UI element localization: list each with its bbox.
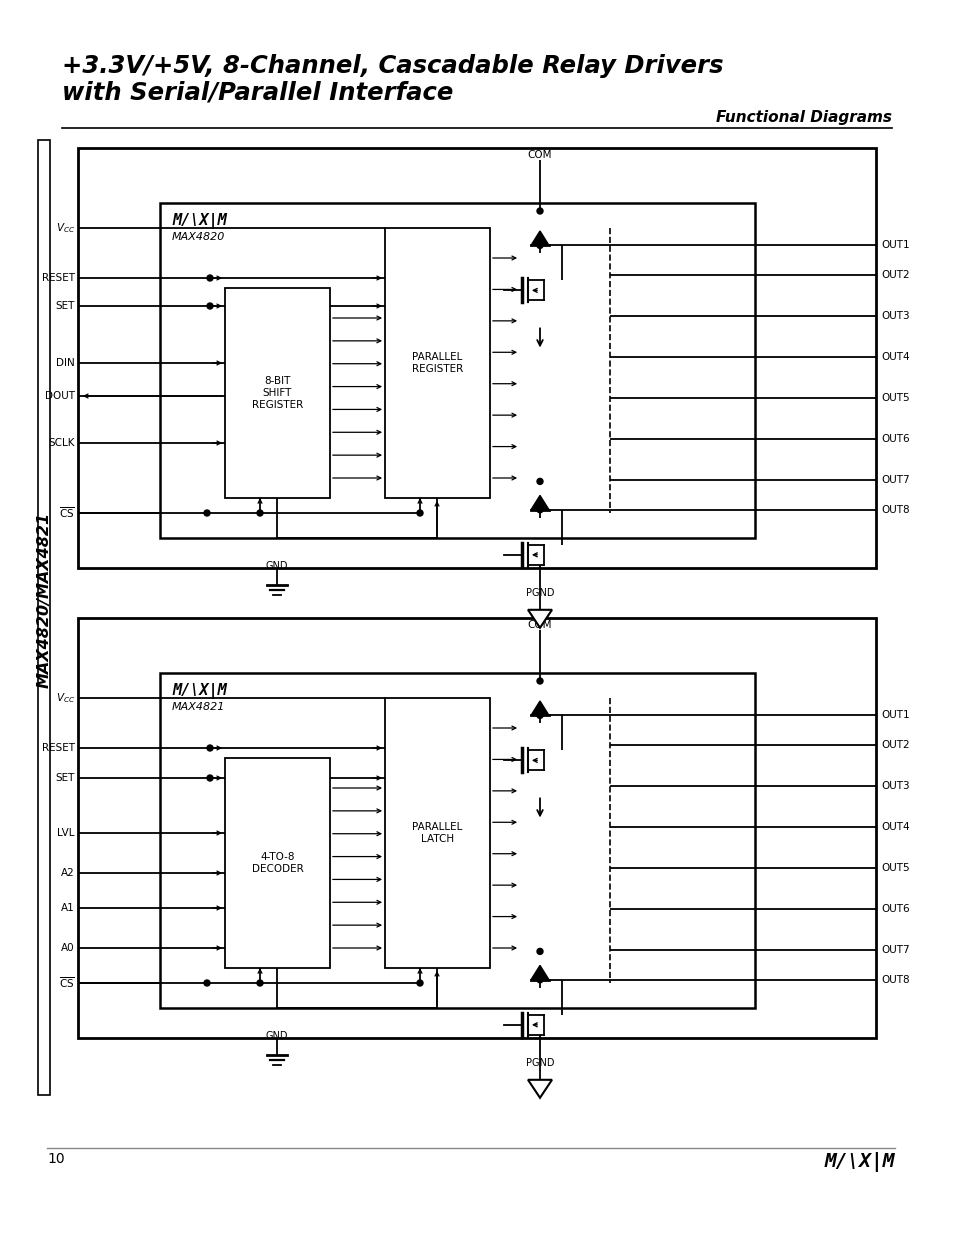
Bar: [78, 618, 875, 1037]
Circle shape: [207, 303, 213, 309]
Text: SCLK: SCLK: [49, 438, 75, 448]
Circle shape: [416, 510, 422, 516]
Circle shape: [204, 510, 210, 516]
Polygon shape: [531, 231, 548, 246]
Circle shape: [256, 981, 263, 986]
Text: OUT5: OUT5: [880, 863, 908, 873]
Circle shape: [537, 506, 542, 513]
Text: OUT6: OUT6: [880, 435, 908, 445]
Text: OUT8: OUT8: [880, 974, 908, 984]
Text: $\overline{\mathrm{CS}}$: $\overline{\mathrm{CS}}$: [59, 505, 75, 520]
Circle shape: [207, 275, 213, 282]
Text: LVL: LVL: [57, 827, 75, 839]
Polygon shape: [531, 701, 548, 715]
Text: MAX4820/MAX4821: MAX4820/MAX4821: [36, 513, 51, 688]
Text: Functional Diagrams: Functional Diagrams: [716, 110, 891, 125]
Circle shape: [256, 510, 263, 516]
Text: OUT4: OUT4: [880, 823, 908, 832]
Bar: [385, 228, 490, 498]
Text: PARALLEL
LATCH: PARALLEL LATCH: [412, 823, 462, 844]
Text: DOUT: DOUT: [45, 391, 75, 401]
Text: OUT7: OUT7: [880, 475, 908, 485]
Circle shape: [416, 981, 422, 986]
Bar: [78, 148, 875, 568]
Text: OUT6: OUT6: [880, 904, 908, 914]
Polygon shape: [527, 610, 552, 627]
Circle shape: [537, 207, 542, 214]
Bar: [160, 673, 754, 1008]
Bar: [38, 140, 50, 1095]
Text: OUT1: OUT1: [880, 241, 908, 251]
Text: RESET: RESET: [42, 743, 75, 753]
Bar: [225, 288, 330, 498]
Text: SET: SET: [55, 301, 75, 311]
Text: $V_{CC}$: $V_{CC}$: [55, 221, 75, 235]
Circle shape: [207, 776, 213, 781]
Text: MAX4821: MAX4821: [172, 701, 225, 713]
Polygon shape: [527, 1079, 552, 1098]
Text: COM: COM: [527, 620, 552, 630]
Circle shape: [537, 713, 542, 719]
Text: DIN: DIN: [56, 358, 75, 368]
Text: GND: GND: [266, 561, 288, 571]
Bar: [225, 758, 330, 968]
Text: PARALLEL
REGISTER: PARALLEL REGISTER: [412, 352, 462, 374]
Text: 4-TO-8
DECODER: 4-TO-8 DECODER: [252, 852, 303, 874]
Text: OUT4: OUT4: [880, 352, 908, 362]
Text: A0: A0: [61, 944, 75, 953]
Circle shape: [204, 981, 210, 986]
Polygon shape: [531, 966, 548, 979]
Text: OUT2: OUT2: [880, 741, 908, 751]
Polygon shape: [531, 495, 548, 510]
Text: COM: COM: [527, 149, 552, 161]
Text: MAX4820: MAX4820: [172, 232, 225, 242]
Text: M/\X|M: M/\X|M: [172, 212, 227, 228]
Text: SET: SET: [55, 773, 75, 783]
Text: PGND: PGND: [525, 588, 554, 598]
Bar: [385, 698, 490, 968]
Text: 10: 10: [47, 1152, 65, 1166]
Text: OUT3: OUT3: [880, 311, 908, 321]
Text: OUT2: OUT2: [880, 270, 908, 280]
Circle shape: [537, 977, 542, 983]
Text: with Serial/Parallel Interface: with Serial/Parallel Interface: [62, 82, 453, 105]
Text: M/\X|M: M/\X|M: [823, 1152, 894, 1172]
Circle shape: [537, 478, 542, 484]
Text: 8-BIT
SHIFT
REGISTER: 8-BIT SHIFT REGISTER: [252, 377, 303, 410]
Text: $\overline{\mathrm{CS}}$: $\overline{\mathrm{CS}}$: [59, 976, 75, 990]
Circle shape: [537, 948, 542, 955]
Text: OUT8: OUT8: [880, 505, 908, 515]
Text: +3.3V/+5V, 8-Channel, Cascadable Relay Drivers: +3.3V/+5V, 8-Channel, Cascadable Relay D…: [62, 54, 722, 78]
Text: OUT1: OUT1: [880, 710, 908, 720]
Text: M/\X|M: M/\X|M: [172, 683, 227, 699]
Circle shape: [537, 242, 542, 248]
Text: OUT5: OUT5: [880, 394, 908, 404]
Text: PGND: PGND: [525, 1058, 554, 1068]
Bar: [160, 203, 754, 538]
Text: OUT7: OUT7: [880, 946, 908, 956]
Circle shape: [537, 678, 542, 684]
Text: OUT3: OUT3: [880, 782, 908, 792]
Text: RESET: RESET: [42, 273, 75, 283]
Text: A2: A2: [61, 868, 75, 878]
Text: GND: GND: [266, 1031, 288, 1041]
Circle shape: [207, 745, 213, 751]
Text: $V_{CC}$: $V_{CC}$: [55, 692, 75, 705]
Text: A1: A1: [61, 903, 75, 913]
